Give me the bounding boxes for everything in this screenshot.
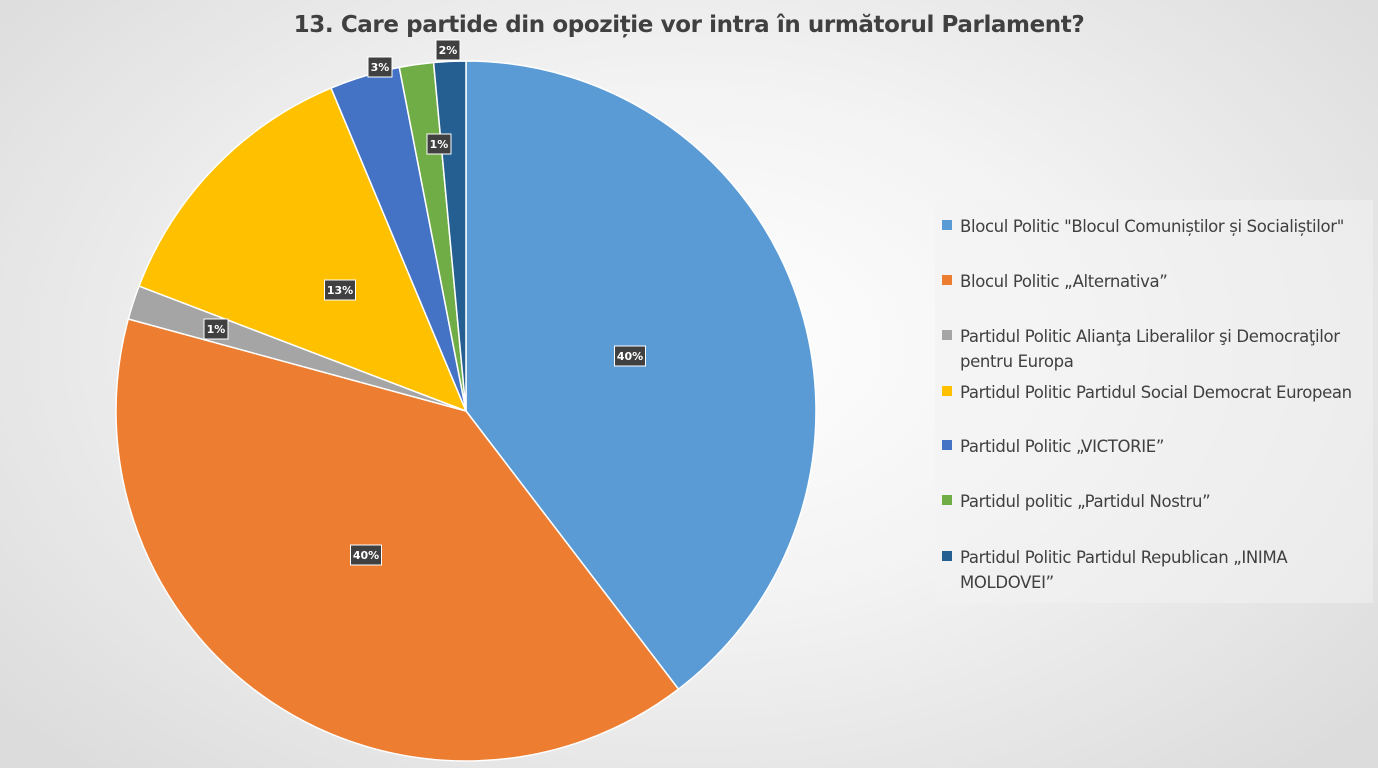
data-label-box [367, 56, 393, 78]
legend-label-line: Blocul Politic "Blocul Comuniștilor și S… [960, 217, 1344, 236]
legend-item-2: Blocul Politic „Alternativa” [935, 269, 1373, 294]
data-label-box [614, 345, 646, 367]
data-label-2: 40% [350, 544, 382, 566]
legend-label-line: Partidul Politic Partidul Republican „IN… [960, 548, 1288, 567]
legend-item-7: Partidul Politic Partidul Republican „IN… [935, 545, 1373, 595]
legend-swatch [942, 275, 952, 285]
legend-label-line: Partidul Politic Alianţa Liberalilor şi … [960, 327, 1340, 346]
data-label-box [350, 544, 382, 566]
legend-label-line: MOLDOVEI” [960, 573, 1054, 592]
legend-item-6: Partidul politic „Partidul Nostru” [935, 489, 1373, 514]
data-label-box [203, 318, 229, 340]
chart-title: 13. Care partide din opoziție vor intra … [293, 12, 1085, 38]
data-label-4: 13% [324, 279, 356, 301]
legend-item-4: Partidul Politic Partidul Social Democra… [935, 380, 1373, 405]
legend-label-line: Partidul Politic „VICTORIE” [960, 437, 1165, 456]
data-label-text: 13% [327, 284, 353, 297]
data-label-6: 1% [426, 133, 452, 155]
legend-label: Partidul Politic Partidul Republican „IN… [960, 545, 1288, 595]
data-label-text: 40% [617, 350, 643, 363]
legend-label: Partidul politic „Partidul Nostru” [960, 489, 1211, 514]
legend-item-3: Partidul Politic Alianţa Liberalilor şi … [935, 324, 1373, 374]
legend-label-line: pentru Europa [960, 352, 1074, 371]
legend-swatch [942, 330, 952, 340]
legend-item-5: Partidul Politic „VICTORIE” [935, 434, 1373, 459]
data-label-box [426, 133, 452, 155]
legend-label: Blocul Politic "Blocul Comuniștilor și S… [960, 214, 1344, 239]
legend-swatch [942, 440, 952, 450]
data-label-box [435, 39, 461, 61]
pie-slice-4 [138, 87, 468, 413]
legend-item-1: Blocul Politic "Blocul Comuniștilor și S… [935, 214, 1373, 239]
legend-label-line: Partidul Politic Partidul Social Democra… [960, 383, 1352, 402]
data-label-text: 2% [439, 44, 458, 57]
data-label-7: 2% [435, 39, 461, 61]
pie-slice-1 [465, 60, 817, 691]
data-label-3: 1% [203, 318, 229, 340]
data-label-1: 40% [614, 345, 646, 367]
legend-swatch [942, 551, 952, 561]
data-label-text: 3% [371, 61, 390, 74]
data-label-text: 40% [353, 549, 379, 562]
legend-label: Blocul Politic „Alternativa” [960, 269, 1168, 294]
data-label-box [324, 279, 356, 301]
legend-label: Partidul Politic Partidul Social Democra… [960, 380, 1352, 405]
legend-label-line: Partidul politic „Partidul Nostru” [960, 492, 1211, 511]
data-label-text: 1% [207, 323, 226, 336]
chart-legend: Blocul Politic "Blocul Comuniștilor și S… [935, 200, 1373, 603]
data-label-5: 3% [367, 56, 393, 78]
pie-slice-2 [115, 318, 680, 762]
legend-label-line: Blocul Politic „Alternativa” [960, 272, 1168, 291]
legend-label: Partidul Politic „VICTORIE” [960, 434, 1164, 459]
legend-swatch [942, 220, 952, 230]
legend-swatch [942, 495, 952, 505]
legend-label: Partidul Politic Alianţa Liberalilor şi … [960, 324, 1340, 374]
legend-swatch [942, 386, 952, 396]
data-label-text: 1% [430, 138, 449, 151]
